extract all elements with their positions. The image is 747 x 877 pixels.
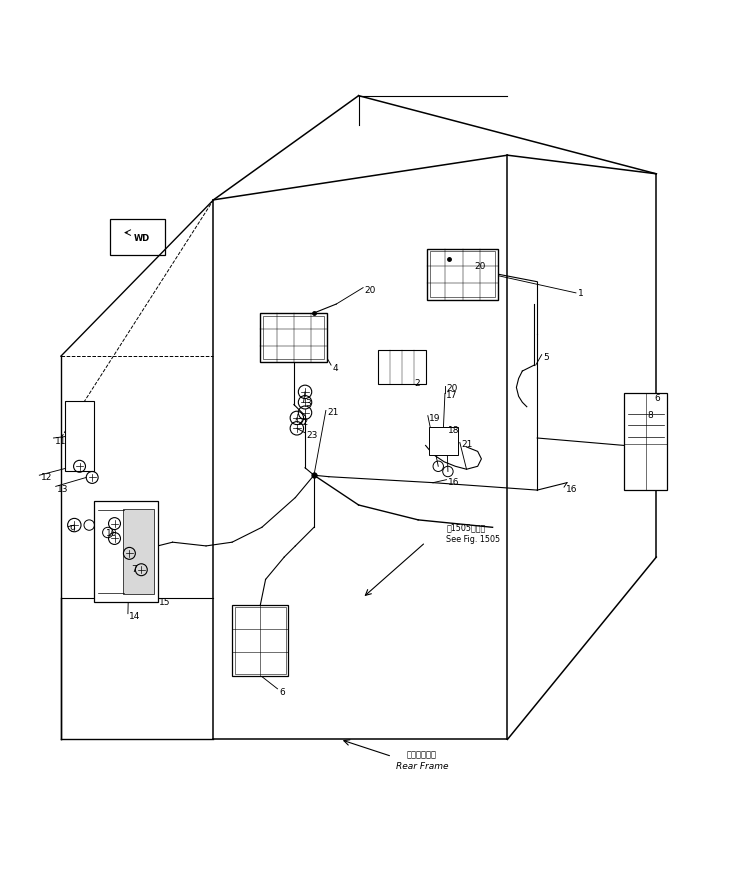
Text: 16: 16 <box>565 485 577 494</box>
Text: 2: 2 <box>415 378 420 388</box>
Text: Rear Frame: Rear Frame <box>396 761 448 770</box>
Text: 13: 13 <box>58 485 69 494</box>
Text: 16: 16 <box>448 477 459 486</box>
Bar <box>430 427 458 455</box>
Bar <box>232 605 288 676</box>
Text: 20: 20 <box>365 285 376 295</box>
Bar <box>377 351 426 385</box>
Bar <box>235 608 286 674</box>
Text: 22: 22 <box>297 417 309 426</box>
Text: 5: 5 <box>543 353 549 361</box>
Text: 12: 12 <box>41 473 52 481</box>
Text: 21: 21 <box>327 408 338 417</box>
Text: 23: 23 <box>306 431 318 439</box>
Text: 6: 6 <box>279 687 285 695</box>
Text: See Fig. 1505: See Fig. 1505 <box>447 534 500 544</box>
Text: 18: 18 <box>448 425 459 434</box>
Text: 20: 20 <box>447 383 458 392</box>
Bar <box>94 502 158 602</box>
Text: 第1505図参照: 第1505図参照 <box>447 524 486 532</box>
Text: 21: 21 <box>462 440 473 449</box>
Text: 9: 9 <box>70 524 75 534</box>
Text: 17: 17 <box>447 391 458 400</box>
Bar <box>110 220 166 255</box>
Text: 10: 10 <box>105 529 117 538</box>
Text: 8: 8 <box>648 410 653 419</box>
Text: 11: 11 <box>55 436 66 446</box>
Text: 7: 7 <box>131 564 137 573</box>
Bar <box>427 250 498 300</box>
Text: 6: 6 <box>655 393 660 403</box>
Bar <box>123 510 154 595</box>
Text: 4: 4 <box>332 363 338 373</box>
Text: 19: 19 <box>430 413 441 422</box>
Text: 3: 3 <box>305 398 311 407</box>
Text: リヤフレーム: リヤフレーム <box>407 749 437 759</box>
Text: 20: 20 <box>474 261 486 270</box>
Bar <box>430 252 495 298</box>
Bar <box>624 394 668 490</box>
Bar <box>261 314 327 362</box>
Text: 14: 14 <box>129 611 140 620</box>
Bar <box>264 317 324 360</box>
Text: WD: WD <box>134 233 150 242</box>
Text: 1: 1 <box>578 289 584 298</box>
Text: 15: 15 <box>159 597 170 607</box>
Bar <box>66 402 93 472</box>
